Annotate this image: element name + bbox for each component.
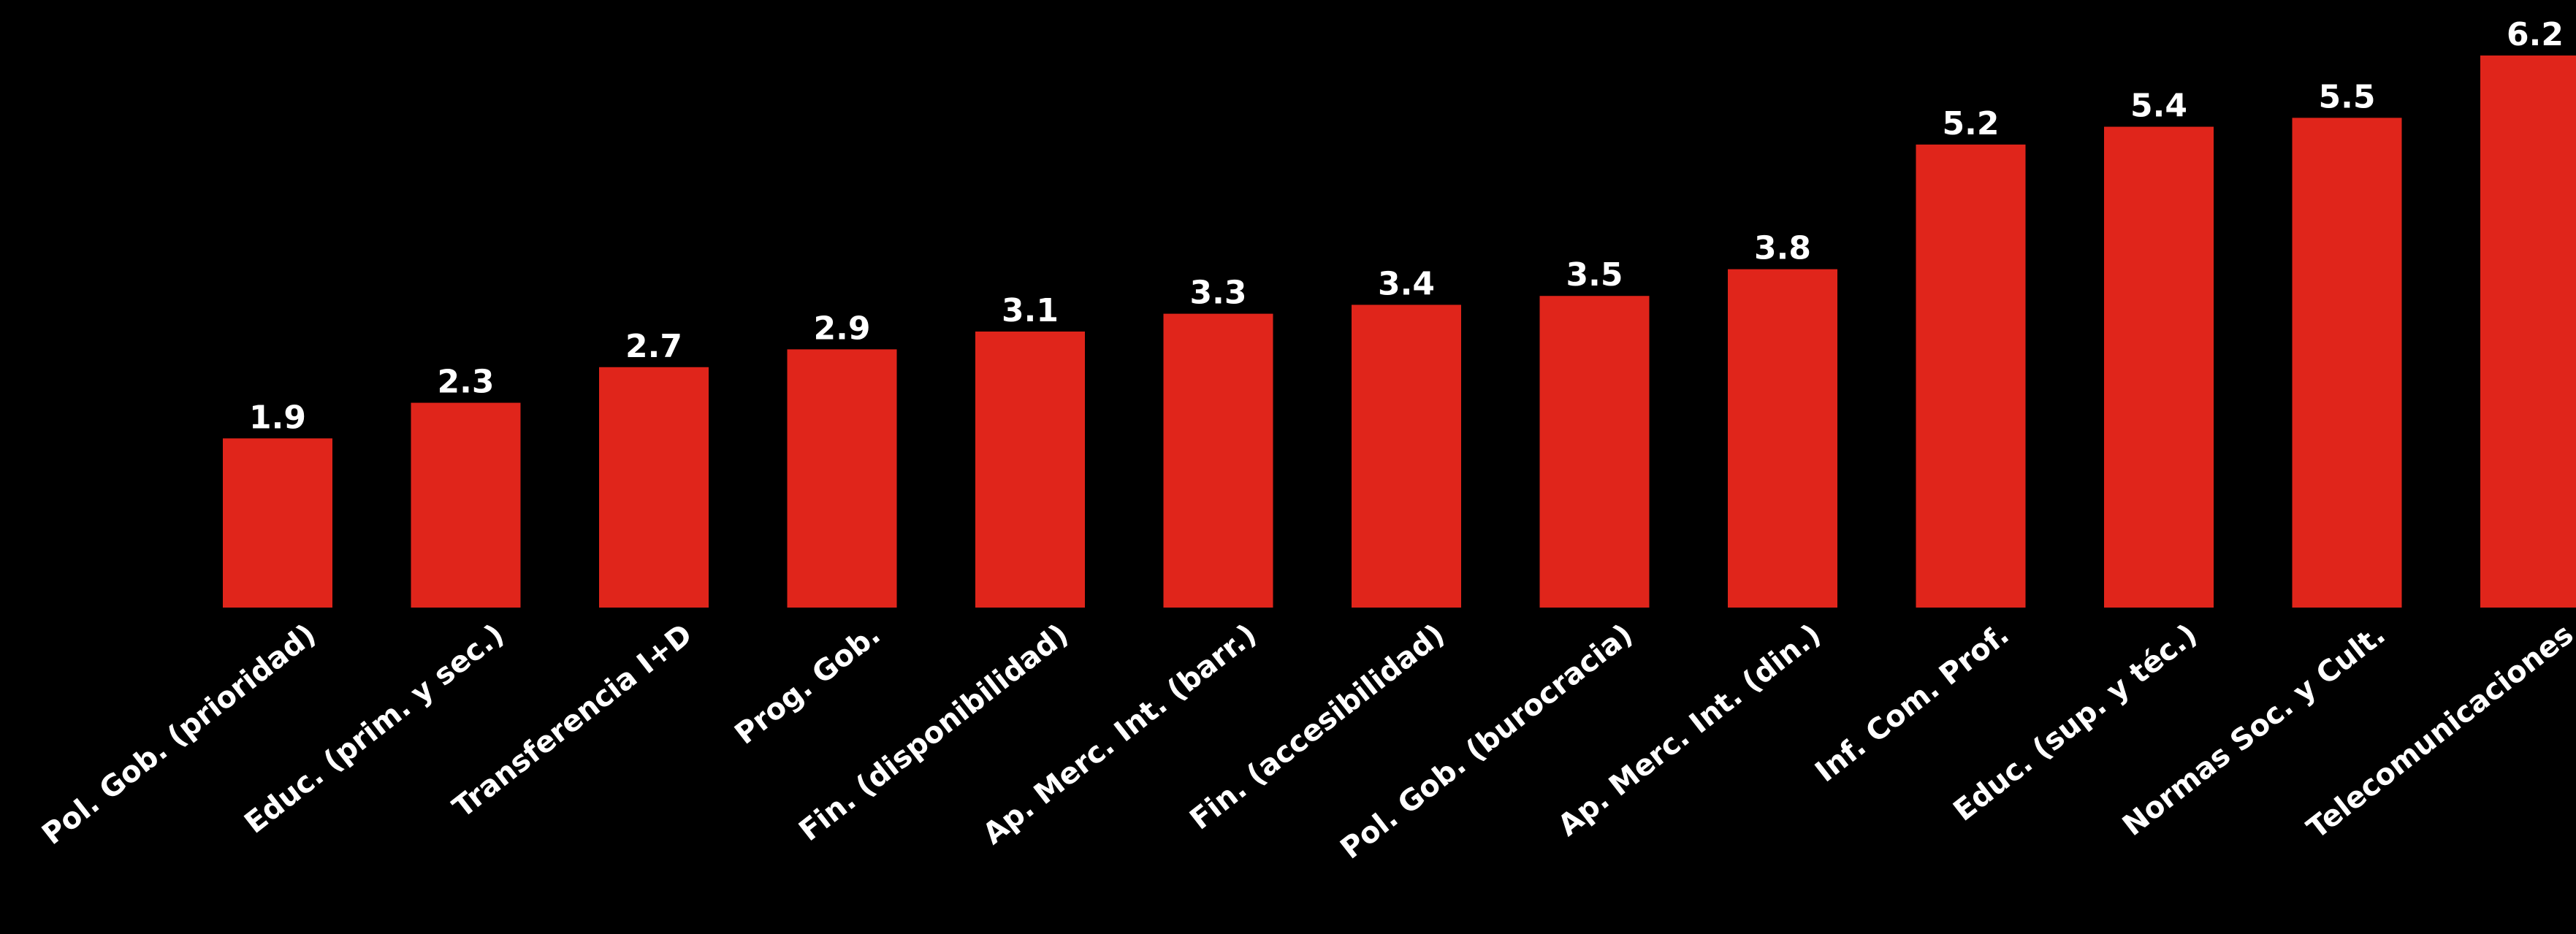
x-tick-label-4: Prog. Gob. [728, 618, 886, 751]
x-tick-label-8: Pol. Gob. (burocracia) [1335, 618, 1639, 866]
bar-3 [599, 367, 709, 608]
bar-10 [1916, 144, 2026, 608]
bar-6 [1163, 313, 1273, 608]
value-labels-group: 1.9 2.3 2.7 2.9 3.1 3.3 3.4 3.5 3.8 5.2 5.4 5.5 6.2 [249, 16, 2564, 436]
value-label-4: 2.9 [814, 310, 871, 347]
value-label-8: 3.5 [1566, 256, 1623, 294]
value-label-11: 5.4 [2130, 88, 2187, 125]
x-tick-label-10: Inf. Com. Prof. [1809, 618, 2015, 789]
bar-2 [411, 402, 521, 608]
bar-4 [787, 349, 897, 608]
bar-9 [1728, 269, 1837, 608]
bar-13 [2480, 55, 2576, 608]
value-label-2: 2.3 [438, 364, 495, 401]
value-label-10: 5.2 [1943, 105, 2000, 142]
value-label-7: 3.4 [1378, 265, 1435, 302]
value-label-12: 5.5 [2319, 78, 2376, 115]
value-label-5: 3.1 [1002, 292, 1059, 329]
value-label-9: 3.8 [1754, 230, 1811, 267]
bar-1 [223, 438, 332, 608]
bar-5 [975, 332, 1085, 608]
bars-group [223, 55, 2576, 608]
value-label-3: 2.7 [625, 328, 682, 365]
value-label-13: 6.2 [2507, 16, 2564, 53]
bar-7 [1352, 305, 1461, 608]
x-tick-labels-group: Pol. Gob. (prioridad)Educ. (prim. y sec.… [36, 618, 2576, 866]
bar-12 [2292, 118, 2402, 608]
value-label-6: 3.3 [1190, 275, 1247, 312]
bar-8 [1539, 296, 1650, 608]
value-label-1: 1.9 [249, 399, 306, 436]
bar-11 [2104, 126, 2214, 608]
